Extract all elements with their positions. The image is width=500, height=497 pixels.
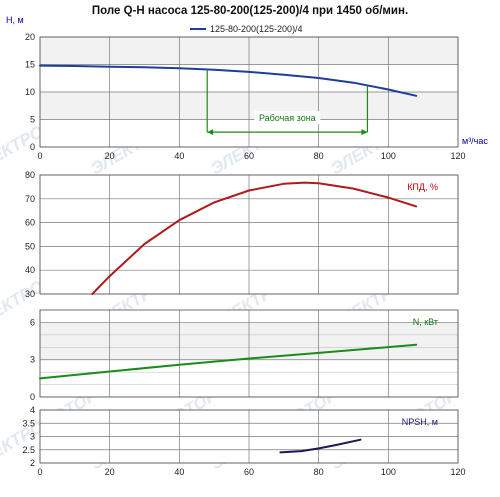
chart-title: Поле Q-H насоса 125-80-200(125-200)/4 пр… bbox=[92, 5, 408, 17]
y-tick-label: 4 bbox=[30, 405, 35, 415]
panel-qh: 0 5 10 15 20 0 20 40 60 80 100 120 Н, м м³/час 125-80-… bbox=[6, 15, 488, 161]
panel-label: КПД, % bbox=[407, 182, 438, 192]
panel-power: 0 3 6 N, кВт bbox=[30, 309, 459, 402]
panel-label: N, кВт bbox=[413, 317, 438, 327]
x-tick-label: 80 bbox=[314, 467, 324, 477]
working-zone-label-bg bbox=[254, 111, 321, 125]
panel-label: NPSH, м bbox=[402, 417, 438, 427]
y-tick-label: 2 bbox=[30, 458, 35, 468]
x-tick-label: 60 bbox=[244, 467, 254, 477]
series-line-0 bbox=[39, 64, 418, 97]
plot-frame bbox=[39, 174, 459, 295]
y-tick-label: 70 bbox=[25, 194, 35, 204]
series-line-0 bbox=[39, 343, 418, 380]
y-tick-label: 40 bbox=[25, 265, 35, 275]
series-line-0 bbox=[91, 181, 418, 295]
x-tick-label: 60 bbox=[244, 151, 254, 161]
y-tick-label: 10 bbox=[25, 87, 35, 97]
y-tick-label: 0 bbox=[30, 392, 35, 402]
plot-frame bbox=[39, 309, 459, 398]
working-zone-arrow-left bbox=[207, 129, 214, 136]
y-tick-label: 30 bbox=[25, 289, 35, 299]
x-tick-label: 120 bbox=[450, 151, 465, 161]
y-tick-label: 60 bbox=[25, 218, 35, 228]
y-tick-label: 5 bbox=[30, 115, 35, 125]
y-tick-label: 3 bbox=[30, 432, 35, 442]
legend-entry: 125-80-200(125-200)/4 bbox=[210, 24, 303, 34]
y-tick-label: 80 bbox=[25, 170, 35, 180]
series-line-0 bbox=[279, 438, 362, 454]
y-tick-label: 50 bbox=[25, 241, 35, 251]
y-axis-label: Н, м bbox=[6, 15, 24, 25]
x-tick-label: 20 bbox=[105, 151, 115, 161]
y-tick-label: 6 bbox=[30, 317, 35, 327]
x-tick-label: 100 bbox=[381, 467, 396, 477]
x-tick-label: 0 bbox=[37, 467, 42, 477]
x-tick-label: 40 bbox=[174, 151, 184, 161]
x-tick-label: 0 bbox=[37, 151, 42, 161]
y-tick-label: 2.5 bbox=[22, 445, 35, 455]
y-tick-label: 3.5 bbox=[22, 418, 35, 428]
x-tick-label: 120 bbox=[450, 467, 465, 477]
working-zone-arrow-right bbox=[361, 129, 368, 136]
x-tick-label: 40 bbox=[174, 467, 184, 477]
y-tick-label: 15 bbox=[25, 60, 35, 70]
y-tick-label: 0 bbox=[30, 142, 35, 152]
y-tick-label: 20 bbox=[25, 32, 35, 42]
x-axis-label: м³/час bbox=[462, 136, 488, 146]
y-tick-label: 3 bbox=[30, 355, 35, 365]
working-zone-label: Рабочая зона bbox=[259, 113, 316, 123]
x-tick-label: 100 bbox=[381, 151, 396, 161]
x-tick-label: 20 bbox=[105, 467, 115, 477]
plot-frame bbox=[39, 409, 459, 464]
panel-eff: 30 40 50 60 70 80 КПД, % bbox=[25, 170, 459, 299]
x-tick-label: 80 bbox=[314, 151, 324, 161]
plot-frame bbox=[39, 36, 459, 148]
